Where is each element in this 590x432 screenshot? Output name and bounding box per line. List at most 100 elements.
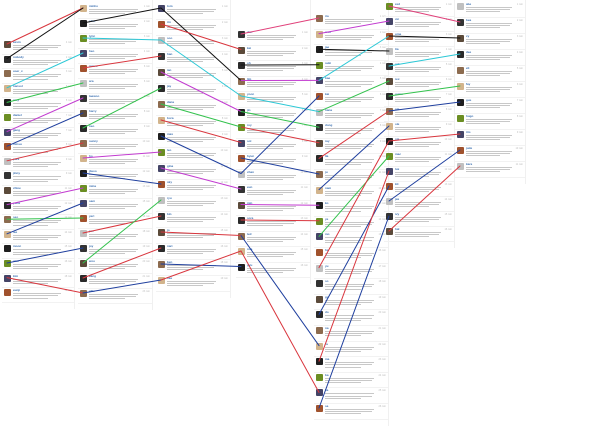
username[interactable]: gyu bbox=[247, 262, 253, 267]
username[interactable]: minsu bbox=[13, 142, 22, 147]
tweet-card[interactable]: suki 4 min bbox=[314, 61, 388, 77]
username[interactable]: ho bbox=[89, 154, 93, 158]
username[interactable]: gina bbox=[167, 164, 174, 168]
tweet-card[interactable]: gus 7 min bbox=[455, 98, 525, 114]
username[interactable]: max bbox=[167, 132, 174, 136]
avatar[interactable] bbox=[158, 277, 165, 284]
tweet-card[interactable]: neo 9 min bbox=[78, 124, 152, 139]
tweet-card[interactable]: hana 7 min bbox=[314, 108, 388, 124]
avatar[interactable] bbox=[457, 115, 464, 122]
tweet-card[interactable]: ray 9 min bbox=[314, 139, 388, 155]
avatar[interactable] bbox=[4, 201, 11, 209]
username[interactable]: daniel bbox=[13, 113, 22, 117]
username[interactable]: yeri bbox=[89, 214, 95, 218]
username[interactable]: cy bbox=[466, 34, 470, 38]
username[interactable]: han bbox=[167, 52, 173, 56]
username[interactable]: yoon bbox=[247, 92, 255, 96]
username[interactable]: nam bbox=[325, 185, 332, 190]
avatar[interactable] bbox=[316, 77, 323, 85]
username[interactable]: nia bbox=[395, 137, 400, 141]
username[interactable]: harry bbox=[89, 109, 97, 113]
tweet-card[interactable]: taewoo 7 min bbox=[78, 94, 152, 109]
avatar[interactable] bbox=[457, 163, 464, 170]
username[interactable]: sa bbox=[325, 404, 329, 408]
avatar[interactable] bbox=[316, 155, 323, 163]
tweet-card[interactable]: cy 3 min bbox=[455, 34, 525, 50]
avatar[interactable] bbox=[316, 264, 323, 272]
tweet-card[interactable]: fay 6 min bbox=[455, 82, 525, 98]
tweet-card[interactable]: ho 11 min bbox=[78, 154, 152, 169]
username[interactable]: ara bbox=[89, 79, 94, 83]
tweet-card[interactable]: hal 16 min bbox=[384, 227, 454, 242]
tweet-card[interactable]: do 20 min bbox=[314, 310, 388, 326]
tweet-card[interactable]: iris 9 min bbox=[455, 130, 525, 146]
username[interactable]: ryu bbox=[167, 196, 172, 200]
username[interactable]: ye bbox=[325, 216, 329, 221]
tweet-card[interactable]: sky 12 min bbox=[156, 180, 230, 196]
username[interactable]: sky bbox=[167, 180, 173, 184]
avatar[interactable] bbox=[386, 63, 393, 70]
avatar[interactable] bbox=[4, 187, 11, 194]
username[interactable]: jax bbox=[395, 197, 400, 201]
username[interactable]: bae bbox=[325, 76, 331, 81]
avatar[interactable] bbox=[457, 131, 464, 138]
tweet-card[interactable]: moon 15 min bbox=[2, 244, 74, 259]
username[interactable]: ba bbox=[325, 372, 329, 377]
avatar[interactable] bbox=[457, 3, 464, 10]
tweet-card[interactable]: hee 19 min bbox=[156, 276, 230, 292]
username[interactable]: sunny bbox=[89, 139, 98, 143]
avatar[interactable] bbox=[386, 228, 393, 235]
avatar[interactable] bbox=[80, 275, 87, 282]
username[interactable]: jude bbox=[466, 146, 473, 150]
avatar[interactable] bbox=[457, 67, 464, 74]
username[interactable]: jjang bbox=[13, 127, 21, 132]
username[interactable]: na bbox=[325, 326, 329, 330]
avatar[interactable] bbox=[80, 230, 87, 237]
avatar[interactable] bbox=[4, 143, 11, 151]
username[interactable]: neo bbox=[89, 124, 95, 128]
avatar[interactable] bbox=[158, 213, 165, 220]
username[interactable]: sam bbox=[89, 199, 96, 203]
username[interactable]: ka bbox=[325, 388, 329, 393]
username[interactable]: joy bbox=[89, 244, 94, 248]
tweet-card[interactable]: minsu 8 min bbox=[2, 142, 74, 157]
username[interactable]: ted bbox=[247, 231, 252, 236]
username[interactable]: ole bbox=[395, 122, 400, 126]
avatar[interactable] bbox=[80, 155, 87, 162]
avatar[interactable] bbox=[4, 84, 11, 92]
avatar[interactable] bbox=[4, 128, 11, 136]
avatar[interactable] bbox=[4, 245, 11, 253]
avatar[interactable] bbox=[316, 249, 323, 256]
avatar[interactable] bbox=[238, 46, 245, 54]
username[interactable]: jo bbox=[167, 228, 170, 232]
username[interactable]: noa bbox=[247, 247, 253, 251]
username[interactable]: jinny bbox=[13, 171, 21, 176]
avatar[interactable] bbox=[4, 260, 11, 267]
avatar[interactable] bbox=[316, 405, 323, 412]
avatar[interactable] bbox=[80, 290, 87, 297]
username[interactable]: rin bbox=[167, 20, 171, 24]
tweet-card[interactable]: joy 19 min bbox=[78, 244, 152, 259]
avatar[interactable] bbox=[4, 70, 11, 78]
tweet-card[interactable]: jude 10 min bbox=[455, 146, 525, 162]
tweet-card[interactable]: ra 22 min bbox=[314, 342, 388, 358]
username[interactable]: kim bbox=[13, 273, 19, 278]
username[interactable]: bea bbox=[466, 18, 472, 22]
tweet-card[interactable]: tia 4 min bbox=[384, 47, 454, 62]
username[interactable]: leo bbox=[167, 148, 172, 152]
avatar[interactable] bbox=[80, 50, 87, 57]
username[interactable]: lia bbox=[325, 154, 329, 159]
avatar[interactable] bbox=[386, 18, 393, 25]
username[interactable]: zed bbox=[395, 2, 401, 6]
avatar[interactable] bbox=[158, 149, 165, 156]
username[interactable]: so bbox=[325, 279, 329, 284]
avatar[interactable] bbox=[238, 263, 245, 271]
tweet-card[interactable]: bea 2 min bbox=[455, 18, 525, 34]
avatar[interactable] bbox=[238, 62, 245, 69]
avatar[interactable] bbox=[457, 19, 464, 26]
username[interactable]: mina bbox=[89, 184, 97, 188]
tweet-card[interactable]: lee 14 min bbox=[2, 230, 74, 245]
tweet-card[interactable]: jay 6 min bbox=[156, 84, 230, 100]
avatar[interactable] bbox=[316, 202, 323, 210]
tweet-card[interactable]: go 19 min bbox=[314, 295, 388, 311]
